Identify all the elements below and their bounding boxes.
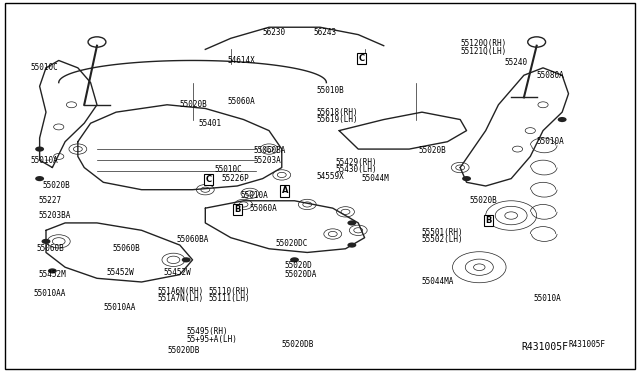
- Text: 55010A: 55010A: [30, 155, 58, 165]
- Text: 55429(RH): 55429(RH): [336, 157, 378, 167]
- Text: 55452W: 55452W: [164, 268, 191, 277]
- Text: 54559X: 54559X: [317, 172, 344, 181]
- Text: 55020B: 55020B: [180, 100, 207, 109]
- Circle shape: [462, 176, 471, 181]
- Text: 55619(LH): 55619(LH): [317, 115, 358, 124]
- Text: 55502(LH): 55502(LH): [422, 235, 463, 244]
- Text: 55226P: 55226P: [221, 174, 249, 183]
- Text: 55020DA: 55020DA: [285, 270, 317, 279]
- Text: 55044MA: 55044MA: [422, 278, 454, 286]
- Text: 55060B: 55060B: [113, 244, 141, 253]
- Text: 551A7N(LH): 551A7N(LH): [157, 294, 204, 303]
- Text: 55010B: 55010B: [317, 86, 344, 94]
- Circle shape: [348, 220, 356, 225]
- Text: 55010C: 55010C: [215, 165, 243, 174]
- Text: 55203A: 55203A: [253, 155, 281, 165]
- Text: 56230: 56230: [262, 28, 286, 37]
- Text: 55060B: 55060B: [36, 244, 64, 253]
- Text: 55020DB: 55020DB: [282, 340, 314, 349]
- Text: 55010A: 55010A: [241, 191, 268, 200]
- Text: 56243: 56243: [314, 28, 337, 37]
- Text: A: A: [282, 186, 288, 195]
- Text: 55060BA: 55060BA: [177, 235, 209, 244]
- Text: 55010AA: 55010AA: [103, 303, 136, 312]
- Circle shape: [48, 268, 57, 273]
- Text: 55452W: 55452W: [106, 268, 134, 277]
- Text: 55020B: 55020B: [470, 196, 497, 205]
- Circle shape: [348, 243, 356, 248]
- Text: 55495(RH): 55495(RH): [186, 327, 228, 336]
- Text: 54614X: 54614X: [228, 56, 255, 65]
- Text: 55227: 55227: [38, 196, 61, 205]
- Text: 55060A: 55060A: [228, 97, 255, 106]
- Text: 55020B: 55020B: [419, 147, 447, 155]
- Text: 55+95+A(LH): 55+95+A(LH): [186, 335, 237, 344]
- Text: B: B: [486, 216, 492, 225]
- Circle shape: [557, 117, 566, 122]
- Circle shape: [35, 147, 44, 152]
- Text: 55501(RH): 55501(RH): [422, 228, 463, 237]
- Text: 55430(LH): 55430(LH): [336, 165, 378, 174]
- Text: R431005F: R431005F: [568, 340, 605, 349]
- Text: 55111(LH): 55111(LH): [209, 294, 250, 303]
- Text: 55060BA: 55060BA: [253, 147, 285, 155]
- Text: 55010A: 55010A: [537, 137, 564, 146]
- Text: 55020D: 55020D: [285, 261, 313, 270]
- Text: 55203BA: 55203BA: [38, 211, 71, 220]
- Text: 55010C: 55010C: [30, 63, 58, 72]
- Text: 55240: 55240: [505, 58, 528, 67]
- Text: 55120Q(RH): 55120Q(RH): [460, 39, 506, 48]
- Text: 551A6N(RH): 551A6N(RH): [157, 287, 204, 296]
- Text: 55080A: 55080A: [537, 71, 564, 80]
- Text: 55452M: 55452M: [38, 270, 66, 279]
- Text: C: C: [358, 54, 365, 63]
- Text: 55618(RH): 55618(RH): [317, 108, 358, 117]
- Text: 55010A: 55010A: [534, 294, 561, 303]
- Text: B: B: [234, 205, 241, 214]
- Text: 55020DC: 55020DC: [275, 239, 308, 248]
- Circle shape: [35, 176, 44, 181]
- Text: 55060A: 55060A: [250, 203, 278, 213]
- Circle shape: [42, 239, 51, 244]
- Text: 55110(RH): 55110(RH): [209, 287, 250, 296]
- Text: 55010AA: 55010AA: [33, 289, 66, 298]
- Text: 55044M: 55044M: [362, 174, 389, 183]
- Circle shape: [290, 257, 299, 262]
- Text: 55020B: 55020B: [43, 182, 70, 190]
- Text: 55121Q(LH): 55121Q(LH): [460, 47, 506, 56]
- Text: C: C: [205, 175, 212, 184]
- Text: 55401: 55401: [199, 119, 222, 128]
- Text: R431005F: R431005F: [522, 342, 568, 352]
- Text: 55020DB: 55020DB: [167, 346, 200, 355]
- Circle shape: [182, 257, 191, 262]
